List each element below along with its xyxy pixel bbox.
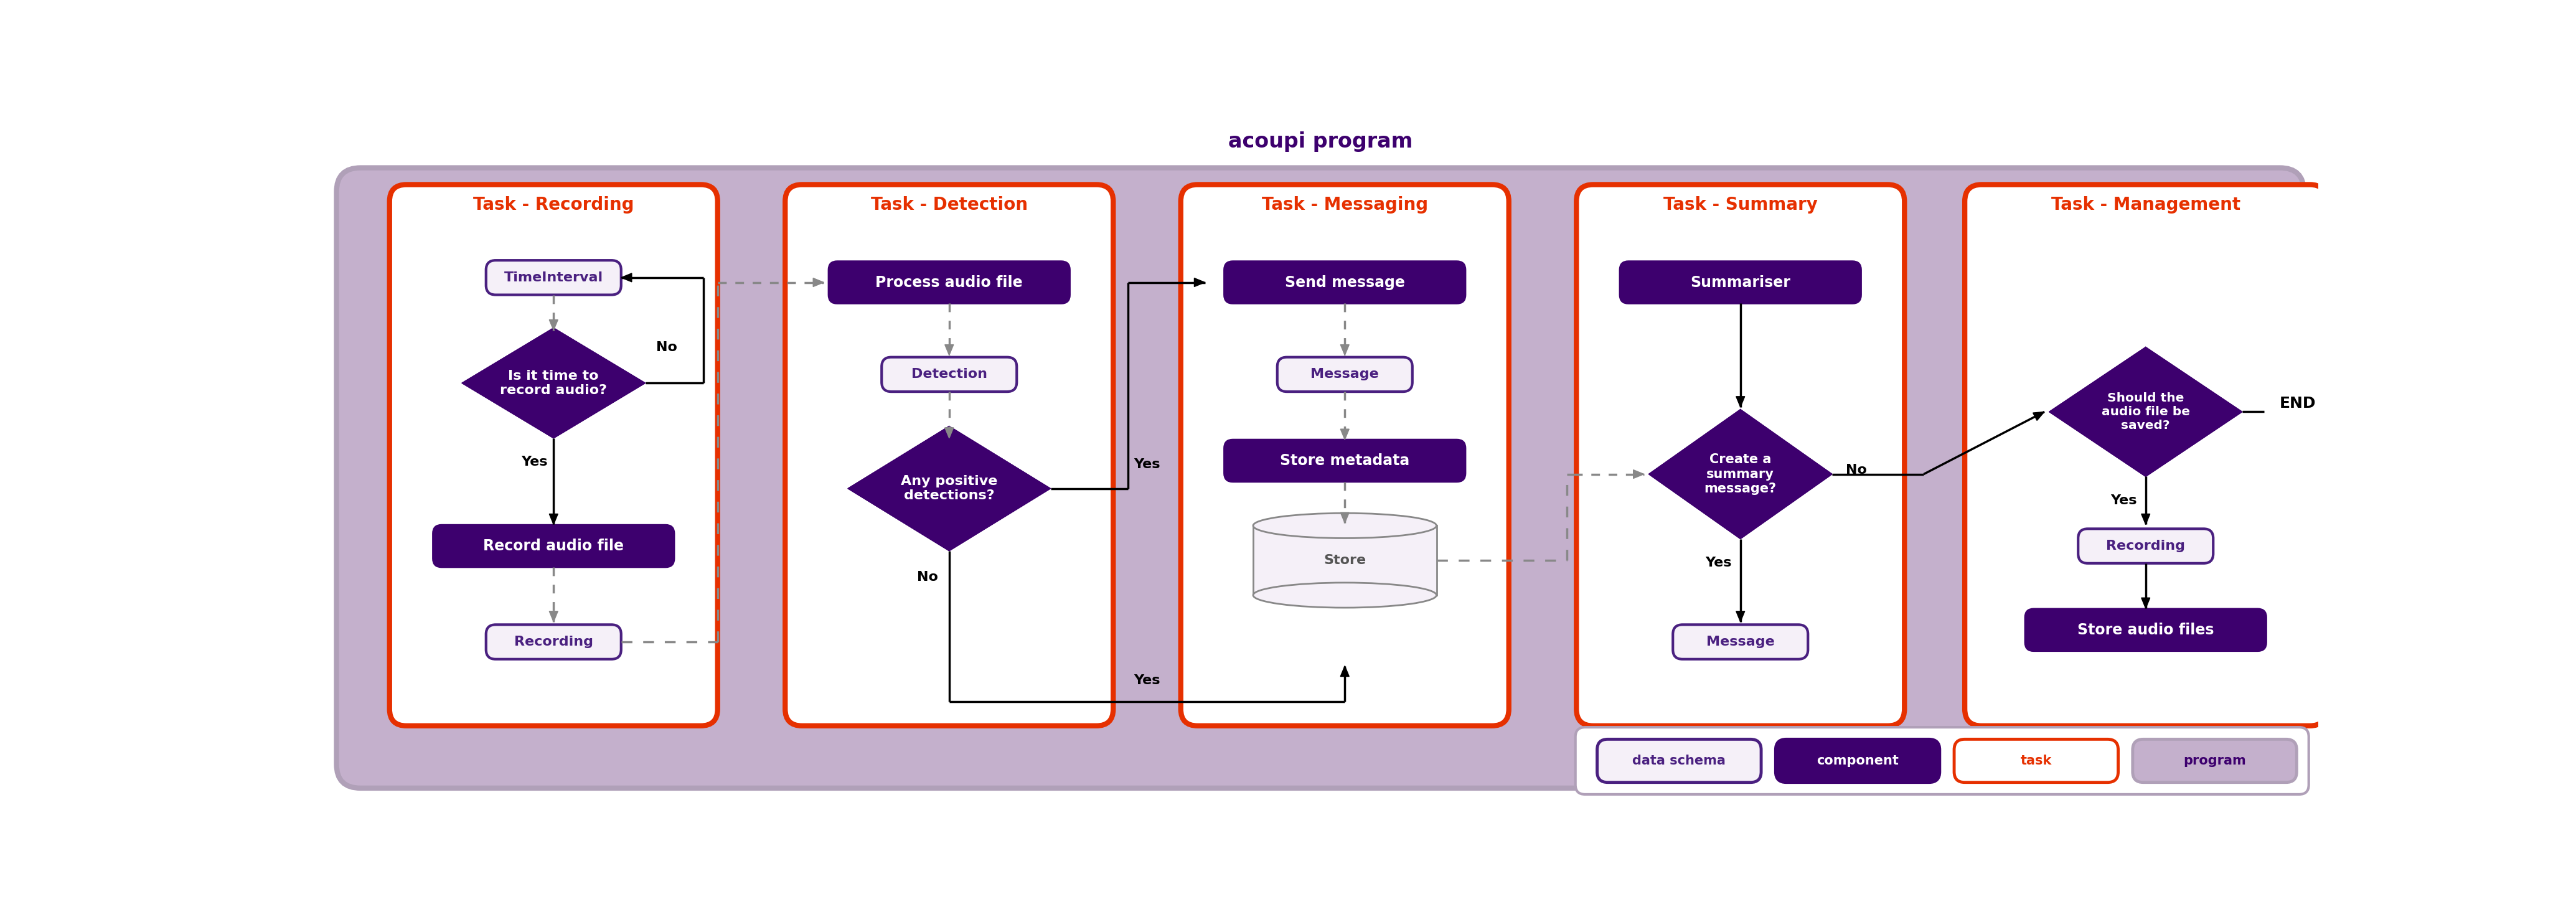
Polygon shape bbox=[621, 273, 631, 282]
Polygon shape bbox=[549, 611, 559, 622]
FancyBboxPatch shape bbox=[1955, 739, 2117, 782]
Polygon shape bbox=[1195, 278, 1206, 287]
Text: TimeInterval: TimeInterval bbox=[505, 271, 603, 284]
Text: Should the
audio file be
saved?: Should the audio file be saved? bbox=[2102, 392, 2190, 432]
Text: Store: Store bbox=[1324, 554, 1365, 566]
Text: Yes: Yes bbox=[1133, 674, 1159, 687]
Ellipse shape bbox=[1252, 583, 1437, 608]
Bar bbox=[1252, 526, 1437, 595]
Ellipse shape bbox=[1252, 513, 1437, 539]
Text: Summariser: Summariser bbox=[1690, 275, 1790, 289]
Text: END: END bbox=[2280, 396, 2316, 411]
FancyBboxPatch shape bbox=[337, 168, 2303, 788]
Text: Is it time to
record audio?: Is it time to record audio? bbox=[500, 369, 608, 396]
Text: Store metadata: Store metadata bbox=[1280, 453, 1409, 468]
Text: Recording: Recording bbox=[515, 636, 592, 648]
Polygon shape bbox=[1633, 470, 1643, 478]
FancyBboxPatch shape bbox=[487, 625, 621, 659]
FancyBboxPatch shape bbox=[433, 525, 675, 567]
FancyBboxPatch shape bbox=[2079, 529, 2213, 564]
Polygon shape bbox=[1736, 396, 1744, 407]
FancyBboxPatch shape bbox=[2133, 739, 2298, 782]
Text: Task - Messaging: Task - Messaging bbox=[1262, 196, 1427, 213]
Polygon shape bbox=[848, 426, 1051, 551]
Text: No: No bbox=[917, 571, 938, 583]
Text: component: component bbox=[1816, 754, 1899, 767]
Polygon shape bbox=[2048, 347, 2241, 476]
Text: Detection: Detection bbox=[912, 369, 987, 380]
Text: Message: Message bbox=[1311, 369, 1378, 380]
Text: No: No bbox=[1844, 464, 1868, 476]
Polygon shape bbox=[1340, 512, 1350, 523]
Polygon shape bbox=[461, 328, 644, 438]
FancyBboxPatch shape bbox=[389, 184, 719, 725]
FancyBboxPatch shape bbox=[786, 184, 1113, 725]
Polygon shape bbox=[1649, 409, 1832, 539]
Text: Recording: Recording bbox=[2107, 539, 2184, 552]
Text: Process audio file: Process audio file bbox=[876, 275, 1023, 289]
Polygon shape bbox=[1340, 344, 1350, 355]
FancyBboxPatch shape bbox=[829, 262, 1069, 304]
Text: Any positive
detections?: Any positive detections? bbox=[902, 475, 997, 502]
Polygon shape bbox=[945, 428, 953, 438]
FancyBboxPatch shape bbox=[1672, 625, 1808, 659]
Text: Task - Recording: Task - Recording bbox=[474, 196, 634, 213]
FancyBboxPatch shape bbox=[881, 357, 1018, 392]
Polygon shape bbox=[1736, 611, 1744, 622]
Polygon shape bbox=[814, 278, 824, 287]
FancyBboxPatch shape bbox=[1775, 739, 1940, 782]
Polygon shape bbox=[945, 344, 953, 355]
FancyBboxPatch shape bbox=[1224, 440, 1466, 482]
FancyBboxPatch shape bbox=[1577, 727, 2308, 795]
Text: task: task bbox=[2020, 754, 2053, 767]
Text: Yes: Yes bbox=[2110, 494, 2138, 507]
Text: Task - Detection: Task - Detection bbox=[871, 196, 1028, 213]
Text: Yes: Yes bbox=[520, 456, 549, 468]
Text: Message: Message bbox=[1705, 636, 1775, 648]
Polygon shape bbox=[1340, 666, 1350, 676]
Text: data schema: data schema bbox=[1633, 754, 1726, 767]
Text: Create a
summary
message?: Create a summary message? bbox=[1705, 453, 1777, 494]
Polygon shape bbox=[549, 320, 559, 330]
Text: Task - Management: Task - Management bbox=[2050, 196, 2241, 213]
Polygon shape bbox=[2141, 514, 2151, 524]
Text: No: No bbox=[657, 341, 677, 353]
FancyBboxPatch shape bbox=[1965, 184, 2326, 725]
FancyBboxPatch shape bbox=[1577, 184, 1904, 725]
Text: Store audio files: Store audio files bbox=[2076, 622, 2213, 637]
FancyBboxPatch shape bbox=[1620, 262, 1860, 304]
Text: Yes: Yes bbox=[1705, 556, 1731, 569]
Polygon shape bbox=[549, 514, 559, 524]
Text: Send message: Send message bbox=[1285, 275, 1404, 289]
Text: Task - Summary: Task - Summary bbox=[1664, 196, 1819, 213]
Polygon shape bbox=[2141, 598, 2151, 609]
Text: Record audio file: Record audio file bbox=[484, 539, 623, 554]
FancyBboxPatch shape bbox=[1278, 357, 1412, 392]
Polygon shape bbox=[1340, 429, 1350, 440]
Text: acoupi program: acoupi program bbox=[1229, 131, 1412, 152]
FancyBboxPatch shape bbox=[1224, 262, 1466, 304]
FancyBboxPatch shape bbox=[487, 261, 621, 295]
Text: Yes: Yes bbox=[1133, 458, 1159, 471]
Text: program: program bbox=[2184, 754, 2246, 767]
FancyBboxPatch shape bbox=[2025, 609, 2267, 651]
FancyBboxPatch shape bbox=[1180, 184, 1510, 725]
Polygon shape bbox=[2032, 412, 2045, 421]
FancyBboxPatch shape bbox=[1597, 739, 1762, 782]
